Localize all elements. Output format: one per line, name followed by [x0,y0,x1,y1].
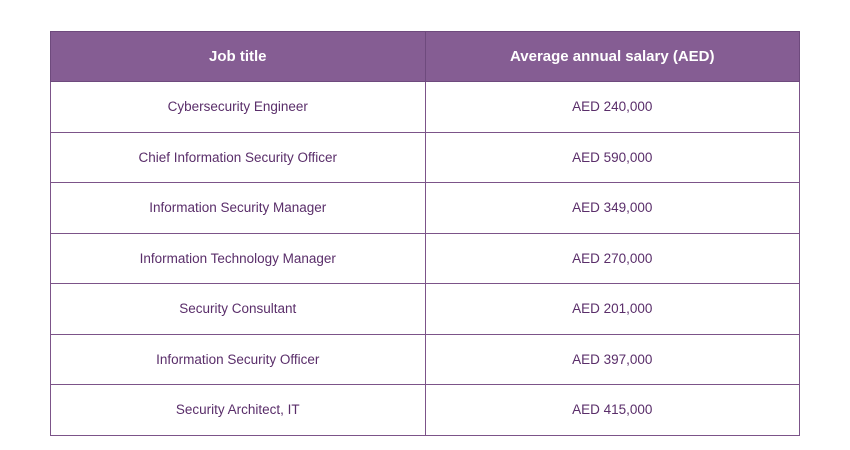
job-title-cell: Chief Information Security Officer [50,131,426,183]
table-row: Information Security Manager AED 349,000 [50,182,800,234]
job-title-cell: Information Technology Manager [50,232,426,284]
table-row: Chief Information Security Officer AED 59… [50,131,800,183]
job-title-cell: Information Security Officer [50,333,426,385]
salary-cell: AED 590,000 [424,131,800,183]
header-job-title: Job title [50,31,426,82]
job-title-cell: Cybersecurity Engineer [50,81,426,133]
salary-cell: AED 397,000 [424,333,800,385]
job-title-cell: Security Consultant [50,283,426,335]
salary-cell: AED 349,000 [424,182,800,234]
salary-table: Job title Average annual salary (AED) Cy… [50,31,800,436]
salary-cell: AED 415,000 [424,384,800,436]
salary-cell: AED 201,000 [424,283,800,335]
header-salary: Average annual salary (AED) [424,31,800,82]
header-row: Job title Average annual salary (AED) [50,31,800,82]
table-row: Information Security Officer AED 397,000 [50,333,800,385]
table-row: Information Technology Manager AED 270,00… [50,232,800,284]
salary-cell: AED 240,000 [424,81,800,133]
table-row: Security Architect, IT AED 415,000 [50,384,800,436]
salary-cell: AED 270,000 [424,232,800,284]
table-row: Cybersecurity Engineer AED 240,000 [50,81,800,133]
job-title-cell: Security Architect, IT [50,384,426,436]
table-row: Security Consultant AED 201,000 [50,283,800,335]
job-title-cell: Information Security Manager [50,182,426,234]
